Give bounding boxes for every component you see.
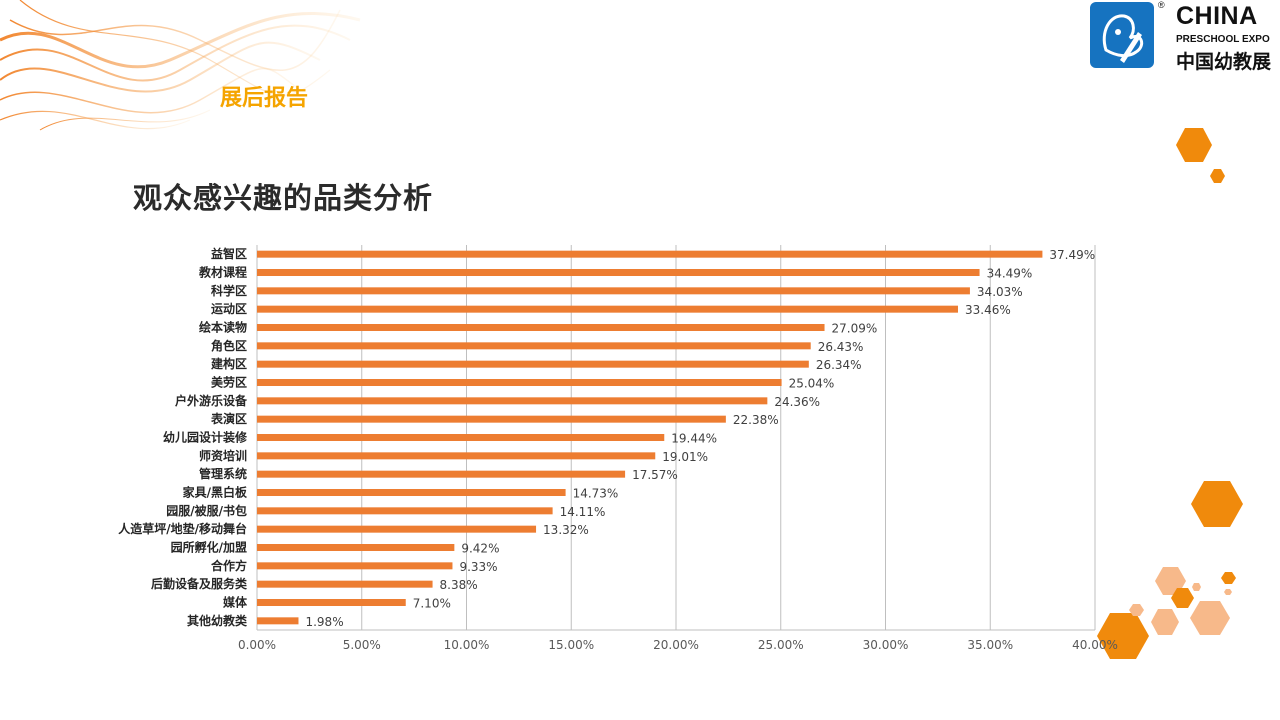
hexagon-decorations xyxy=(1097,128,1243,659)
bar xyxy=(257,342,811,350)
category-label: 人造草坪/地垫/移动舞台 xyxy=(118,521,247,536)
x-tick-label: 40.00% xyxy=(1072,638,1118,652)
category-label: 户外游乐设备 xyxy=(175,393,248,408)
category-label: 合作方 xyxy=(211,558,247,573)
category-label: 美劳区 xyxy=(211,375,247,390)
x-tick-label: 35.00% xyxy=(967,638,1013,652)
bar xyxy=(257,397,768,405)
bar xyxy=(257,544,455,551)
data-label: 34.49% xyxy=(987,267,1033,281)
section-label: 展后报告 xyxy=(220,86,309,111)
logo-mark-graphic xyxy=(1102,14,1144,63)
data-label: 34.03% xyxy=(977,285,1023,299)
data-label: 7.10% xyxy=(413,597,451,611)
x-tick-label: 0.00% xyxy=(238,638,276,652)
logo-name-cn: 中国幼教展 xyxy=(1176,51,1272,73)
chart-category-labels: 益智区教材课程科学区运动区绘本读物角色区建构区美劳区户外游乐设备表演区幼儿园设计… xyxy=(118,246,248,628)
data-label: 8.38% xyxy=(440,578,478,592)
category-label: 管理系统 xyxy=(199,466,247,481)
expo-logo: ® CHINA PRESCHOOL EXPO 中国幼教展 xyxy=(1090,0,1280,73)
category-label: 幼儿园设计装修 xyxy=(163,430,248,445)
data-label: 13.32% xyxy=(543,523,589,537)
bar xyxy=(257,324,825,331)
butterfly-pencil-icon xyxy=(1090,2,1154,68)
bar xyxy=(257,434,665,441)
bar xyxy=(257,269,980,276)
orange-wave-decoration xyxy=(0,0,361,131)
category-label: 师资培训 xyxy=(199,448,247,463)
category-label: 科学区 xyxy=(211,283,247,298)
category-label: 其他幼教类 xyxy=(187,613,248,628)
category-label: 教材课程 xyxy=(198,265,247,280)
chart-value-labels: 37.49% 34.49% 34.03% 33.46% 27.09% 26.43% 26.3… xyxy=(305,248,1095,629)
data-label: 14.73% xyxy=(573,487,619,501)
data-label: 19.44% xyxy=(671,432,717,446)
data-label: 26.43% xyxy=(818,340,864,354)
logo-name-en: CHINA xyxy=(1176,2,1258,30)
chart-bars xyxy=(257,250,1043,625)
data-label: 33.46% xyxy=(965,303,1011,317)
category-label: 后勤设备及服务类 xyxy=(151,576,248,591)
data-label: 14.11% xyxy=(560,505,606,519)
category-label: 家具/黑白板 xyxy=(183,485,248,500)
data-label: 17.57% xyxy=(632,468,678,482)
data-label: 9.33% xyxy=(459,560,497,574)
data-label: 37.49% xyxy=(1049,248,1095,262)
registered-mark: ® xyxy=(1158,0,1165,10)
x-tick-label: 15.00% xyxy=(548,638,594,652)
bar xyxy=(257,617,299,625)
logo-subtitle-en: PRESCHOOL EXPO xyxy=(1176,34,1270,45)
bar xyxy=(257,452,656,460)
category-label: 运动区 xyxy=(211,302,247,316)
bar xyxy=(257,599,406,606)
bar xyxy=(257,580,433,588)
x-tick-label: 30.00% xyxy=(863,638,909,652)
category-label: 绘本读物 xyxy=(199,320,247,335)
data-label: 27.09% xyxy=(832,322,878,336)
x-tick-label: 10.00% xyxy=(444,638,490,652)
bar xyxy=(257,360,809,368)
bar xyxy=(257,379,782,386)
bar xyxy=(257,489,566,496)
category-label: 益智区 xyxy=(211,246,247,261)
category-label: 园所孵化/加盟 xyxy=(171,540,247,555)
data-label: 24.36% xyxy=(774,395,820,409)
bar xyxy=(257,525,537,533)
bar xyxy=(257,250,1043,258)
page-title: 观众感兴趣的品类分析 xyxy=(133,181,434,215)
x-tick-label: 5.00% xyxy=(343,638,381,652)
bar xyxy=(257,305,958,313)
x-tick-label: 20.00% xyxy=(653,638,699,652)
bar xyxy=(257,562,453,570)
category-label: 表演区 xyxy=(210,411,247,426)
category-label: 媒体 xyxy=(223,595,248,610)
category-label: 建构区 xyxy=(210,356,247,371)
bar xyxy=(257,507,553,515)
x-tick-label: 25.00% xyxy=(758,638,804,652)
data-label: 1.98% xyxy=(305,615,343,629)
data-label: 26.34% xyxy=(816,358,862,372)
category-label: 园服/被服/书包 xyxy=(166,503,247,518)
category-label: 角色区 xyxy=(211,338,247,353)
bar xyxy=(257,287,970,295)
chart-x-tick-labels: 0.00% 5.00% 10.00% 15.00% 20.00% 25.00% 30.00%… xyxy=(238,638,1118,652)
data-label: 22.38% xyxy=(733,413,779,427)
bar xyxy=(257,415,726,423)
data-label: 19.01% xyxy=(662,450,708,464)
bar xyxy=(257,470,626,478)
data-label: 25.04% xyxy=(789,377,835,391)
data-label: 9.42% xyxy=(461,542,499,556)
